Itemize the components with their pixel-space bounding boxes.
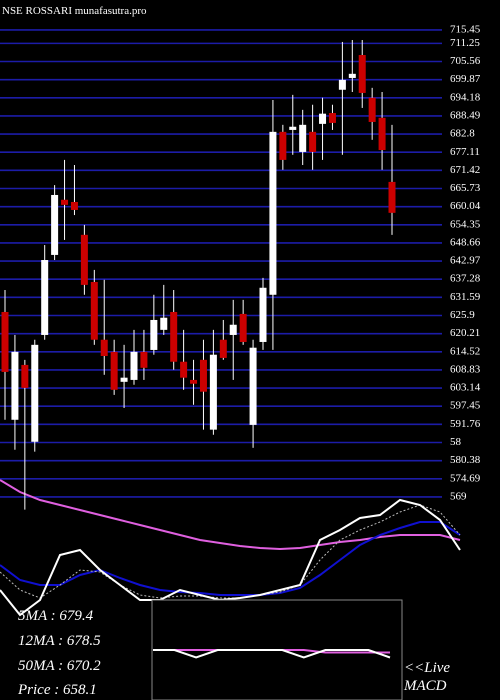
price-label: Price : 658.1 [17,682,97,698]
y-tick-label: 648.66 [450,236,481,248]
y-tick-label: 603.14 [450,382,481,394]
candle-body [378,117,386,151]
candle-body [21,364,29,388]
candle-body [90,282,98,340]
y-tick-label: 682.8 [450,128,475,140]
y-tick-label: 580.38 [450,454,481,466]
y-tick-label: 694.18 [450,91,481,103]
y-tick-label: 671.42 [450,164,480,176]
macd-label: <<Live [404,660,450,676]
candle-body [269,131,277,295]
candle-body [140,351,148,368]
candle-body [229,324,237,335]
candle-body [249,347,257,425]
y-tick-label: 574.69 [450,472,481,484]
candle-body [61,199,69,205]
y-tick-label: 688.49 [450,109,481,121]
candle-body [199,359,207,392]
y-tick-label: 625.9 [450,309,475,321]
candle-body [299,124,307,152]
y-tick-label: 58 [450,436,462,448]
ma-label: 50MA : 670.2 [18,658,101,674]
macd-label: MACD [403,678,447,694]
candle-body [328,113,336,123]
candle-body [289,126,297,130]
y-tick-label: 597.45 [450,400,481,412]
candle-body [70,201,78,210]
candle-body [319,113,327,124]
y-tick-label: 614.52 [450,345,480,357]
macd-panel [153,649,391,659]
candle-body [358,55,366,93]
candle-body [120,377,128,382]
y-tick-label: 608.83 [450,363,481,375]
candle-body [100,339,108,356]
candle-body [170,311,178,362]
y-tick-label: 711.25 [450,37,480,49]
candle-body [31,344,39,442]
candle-body [190,379,198,384]
y-tick-label: 665.73 [450,182,481,194]
indicator-panel [0,479,461,617]
y-tick-label: 631.59 [450,291,481,303]
chart-title: NSE ROSSARI munafasutra.pro [2,5,147,17]
candles [1,40,396,510]
candle-body [80,234,88,285]
candle-body [110,351,118,390]
y-tick-label: 699.87 [450,73,481,85]
candle-body [309,131,317,152]
indicator-line [153,649,391,659]
y-tick-label: 591.76 [450,418,481,430]
y-tick-label: 660.04 [450,200,481,212]
candle-body [348,73,356,78]
indicator-line [0,521,461,596]
candle-body [51,194,59,255]
y-tick-label: 715.45 [450,24,481,36]
y-tick-label: 654.35 [450,218,481,230]
y-tick-label: 620.21 [450,327,480,339]
y-tick-label: 637.28 [450,273,481,285]
y-tick-label: 569 [450,490,467,502]
candle-body [259,287,267,342]
indicator-line [0,504,461,599]
y-tick-label: 677.11 [450,146,480,158]
candle-body [41,260,49,335]
ma-label: 5MA : 679.4 [18,608,94,624]
indicator-line [0,479,461,551]
candle-body [160,317,168,330]
candle-body [338,79,346,90]
candle-body [368,97,376,122]
y-tick-label: 642.97 [450,255,481,267]
candle-body [130,351,138,380]
ma-label: 12MA : 678.5 [18,633,101,649]
candle-body [219,339,227,358]
candle-body [150,319,158,350]
candle-body [388,181,396,213]
candle-body [209,354,217,430]
candle-body [11,351,19,420]
candle-body [239,313,247,342]
candle-body [180,361,188,378]
indicator-line [0,498,461,617]
candle-body [1,311,9,372]
y-tick-label: 705.56 [450,55,481,67]
candle-body [279,131,287,160]
